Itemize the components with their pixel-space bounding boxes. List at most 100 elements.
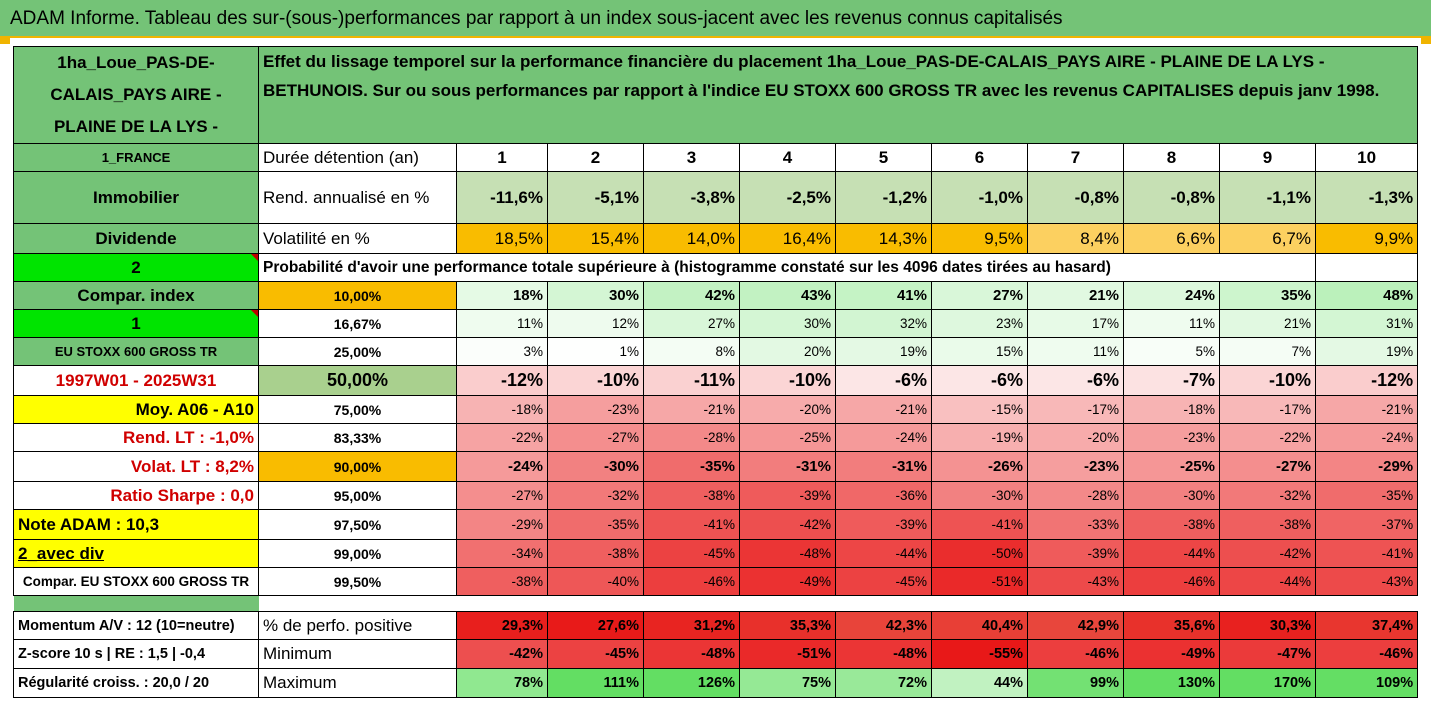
- min-row: Z-score 10 s | RE : 1,5 | -0,4 Minimum -42…: [13, 639, 1419, 669]
- year-header: 1: [456, 143, 548, 172]
- percentile-row: Volat. LT : 8,2% 90,00% -24% -30% -35% -31% -3…: [13, 451, 1419, 482]
- percentile-value: -22%: [456, 423, 548, 452]
- percentile-row: Compar. index 10,00% 18% 30% 42% 43% 41% 27% 21%…: [13, 281, 1419, 310]
- min-label: Minimum: [258, 639, 457, 669]
- percentile-value: -27%: [547, 423, 644, 452]
- percentile-value: -17%: [1027, 395, 1124, 424]
- spacer-row: [13, 595, 1418, 612]
- percentile-value: -31%: [835, 451, 932, 482]
- percentile-value: -17%: [1219, 395, 1316, 424]
- moy-label: Moy. A06 - A10: [13, 395, 259, 424]
- percentile-value: 18%: [456, 281, 548, 310]
- rend-value: -11,6%: [456, 171, 548, 224]
- percentile-value: -45%: [835, 567, 932, 596]
- max-value: 130%: [1123, 668, 1220, 698]
- period-label: 1997W01 - 2025W31: [13, 365, 259, 396]
- perf-pos-value: 35,3%: [739, 611, 836, 640]
- min-value: -47%: [1219, 639, 1316, 669]
- min-value: -45%: [547, 639, 644, 669]
- percentile-value: -10%: [547, 365, 644, 396]
- percentile-value: -24%: [835, 423, 932, 452]
- percentile-value: -41%: [1314, 539, 1419, 568]
- option-a: 2: [13, 253, 259, 282]
- percentile-value: -27%: [1219, 451, 1316, 482]
- percentile-label: 25,00%: [258, 337, 457, 366]
- percentile-value: -15%: [931, 395, 1028, 424]
- perf-pos-value: 42,9%: [1027, 611, 1124, 640]
- percentile-value: 3%: [456, 337, 548, 366]
- percentile-value: 11%: [1123, 309, 1220, 338]
- percentile-value: -37%: [1314, 509, 1419, 540]
- percentile-value: -33%: [1027, 509, 1124, 540]
- percentile-value: -34%: [456, 539, 548, 568]
- percentile-value: -41%: [643, 509, 740, 540]
- country-label: 1_FRANCE: [13, 143, 259, 172]
- vol-value: 14,0%: [643, 223, 740, 254]
- percentile-value: -50%: [931, 539, 1028, 568]
- percentile-value: -38%: [547, 539, 644, 568]
- vol-value: 6,6%: [1123, 223, 1220, 254]
- percentile-value: -49%: [739, 567, 836, 596]
- year-header: 9: [1219, 143, 1316, 172]
- year-header: 6: [931, 143, 1028, 172]
- percentile-row: 1997W01 - 2025W31 50,00% -12% -10% -11% -10% -…: [13, 365, 1419, 396]
- percentile-value: -32%: [1219, 481, 1316, 510]
- rend-value: -1,3%: [1314, 171, 1419, 224]
- percentile-value: 12%: [547, 309, 644, 338]
- min-value: -55%: [931, 639, 1028, 669]
- percentile-value: -48%: [739, 539, 836, 568]
- percentile-value: 11%: [456, 309, 548, 338]
- percentile-value: 15%: [931, 337, 1028, 366]
- vol-label: Volatilité en %: [258, 223, 457, 254]
- percentile-value: -12%: [456, 365, 548, 396]
- percentile-value: -51%: [931, 567, 1028, 596]
- perf-pos-value: 31,2%: [643, 611, 740, 640]
- percentile-value: -45%: [643, 539, 740, 568]
- max-value: 170%: [1219, 668, 1316, 698]
- percentile-value: -24%: [456, 451, 548, 482]
- percentile-value: -43%: [1027, 567, 1124, 596]
- asset-class: Immobilier: [13, 171, 259, 224]
- max-value: 126%: [643, 668, 740, 698]
- percentile-value: -35%: [547, 509, 644, 540]
- rend-value: -1,2%: [835, 171, 932, 224]
- years-row: 1_FRANCE Durée détention (an) 1 2 3 4 5 6 7 8 9 10: [13, 143, 1419, 172]
- vol-value: 9,5%: [931, 223, 1028, 254]
- min-value: -42%: [456, 639, 548, 669]
- rend-value: -0,8%: [1027, 171, 1124, 224]
- percentile-value: -28%: [1027, 481, 1124, 510]
- min-value: -46%: [1314, 639, 1419, 669]
- percentile-value: -25%: [739, 423, 836, 452]
- percentile-label: 99,00%: [258, 539, 457, 568]
- spacer-cell: [13, 595, 259, 612]
- max-value: 44%: [931, 668, 1028, 698]
- percentile-value: -26%: [931, 451, 1028, 482]
- percentile-value: -39%: [739, 481, 836, 510]
- percentile-value: 42%: [643, 281, 740, 310]
- report-title: ADAM Informe. Tableau des sur-(sous-)per…: [0, 0, 1431, 38]
- rend-value: -5,1%: [547, 171, 644, 224]
- percentile-row: 1 16,67% 11% 12% 27% 30% 32% 23% 17% 11% 21% 31%: [13, 309, 1419, 338]
- vol-row: Dividende Volatilité en % 18,5% 15,4% 14,0% 1…: [13, 223, 1419, 254]
- percentile-value: 8%: [643, 337, 740, 366]
- vol-value: 8,4%: [1027, 223, 1124, 254]
- rend-value: -0,8%: [1123, 171, 1220, 224]
- perf-pos-value: 42,3%: [835, 611, 932, 640]
- percentile-value: 20%: [739, 337, 836, 366]
- rend-lt-label: Rend. LT : -1,0%: [13, 423, 259, 452]
- percentile-value: -7%: [1123, 365, 1220, 396]
- avec-div: 2_avec div: [13, 539, 259, 568]
- vol-value: 18,5%: [456, 223, 548, 254]
- perf-pos-row: Momentum A/V : 12 (10=neutre)% de perfo.…: [13, 611, 1419, 640]
- max-value: 99%: [1027, 668, 1124, 698]
- percentile-value: 48%: [1314, 281, 1419, 310]
- max-value: 78%: [456, 668, 548, 698]
- percentile-value: -27%: [456, 481, 548, 510]
- percentile-value: 43%: [739, 281, 836, 310]
- perf-pos-value: 40,4%: [931, 611, 1028, 640]
- vol-value: 6,7%: [1219, 223, 1316, 254]
- percentile-value: -25%: [1123, 451, 1220, 482]
- percentile-value: 27%: [931, 281, 1028, 310]
- percentile-value: -29%: [1314, 451, 1419, 482]
- percentile-value: -44%: [835, 539, 932, 568]
